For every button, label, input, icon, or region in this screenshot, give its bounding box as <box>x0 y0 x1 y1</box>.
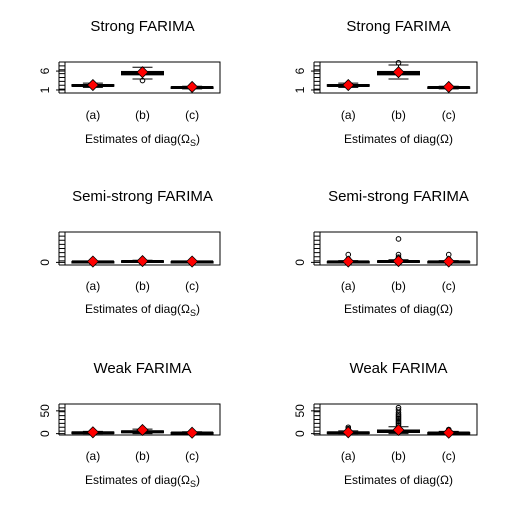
mean-marker <box>342 255 355 268</box>
mean-marker <box>86 426 99 439</box>
mean-marker <box>186 255 199 268</box>
outlier-point <box>395 404 402 411</box>
box-c <box>427 251 471 268</box>
x-category-label: (a) <box>86 449 101 463</box>
panel-title: Weak FARIMA <box>93 360 191 377</box>
x-category-label: (a) <box>341 449 356 463</box>
x-axis-label: Estimates of diag(ΩS) <box>85 302 200 318</box>
box-b <box>377 236 420 268</box>
mean-marker <box>86 78 99 92</box>
y-tick-label: 0 <box>38 259 52 266</box>
x-category-label: (b) <box>391 108 406 122</box>
box-c <box>427 426 471 439</box>
x-category-label: (c) <box>442 449 456 463</box>
x-category-label: (a) <box>341 279 356 293</box>
mean-marker <box>186 426 199 439</box>
panel-1: Strong FARIMA 1 6 (a) (b) (c) Estimates of dia… <box>38 18 221 148</box>
mean-marker <box>342 78 355 92</box>
box-a <box>326 424 370 439</box>
y-tick-label: 1 <box>293 86 307 93</box>
box-b <box>121 423 164 437</box>
mean-marker <box>86 255 99 268</box>
panel-2: Strong FARIMA 1 6 (a) (b) (c) Estimates of dia… <box>293 18 478 146</box>
panel-title: Strong FARIMA <box>346 18 450 35</box>
y-tick-label: 50 <box>38 404 52 418</box>
mean-marker <box>442 426 455 439</box>
x-axis-label: Estimates of diag(Ω) <box>344 302 453 316</box>
x-category-label: (a) <box>341 108 356 122</box>
x-axis-label: Estimates of diag(ΩS) <box>85 132 200 148</box>
outlier-point <box>395 59 402 66</box>
x-category-label: (a) <box>86 279 101 293</box>
box-b <box>121 66 164 84</box>
y-tick-label: 50 <box>293 404 307 418</box>
x-category-label: (c) <box>185 279 199 293</box>
x-category-label: (c) <box>442 108 456 122</box>
panel-title: Weak FARIMA <box>349 360 447 377</box>
outlier-point <box>395 407 402 413</box>
y-tick-label: 0 <box>293 259 307 266</box>
box-b <box>121 255 164 268</box>
box-b <box>377 59 420 80</box>
x-category-label: (c) <box>185 108 199 122</box>
x-axis-label: Estimates of diag(Ω) <box>344 473 453 487</box>
y-tick-label: 0 <box>293 430 307 437</box>
x-axis-label: Estimates of diag(Ω) <box>344 132 453 146</box>
x-category-label: (b) <box>391 449 406 463</box>
box-a <box>71 426 115 439</box>
x-category-label: (b) <box>135 108 150 122</box>
mean-marker <box>342 426 355 439</box>
x-category-label: (b) <box>391 279 406 293</box>
box-a <box>326 251 370 268</box>
x-axis-label: Estimates of diag(ΩS) <box>85 473 200 489</box>
box-a <box>326 78 370 92</box>
panel-title: Semi-strong FARIMA <box>328 188 469 205</box>
mean-marker <box>392 66 405 79</box>
mean-marker <box>392 423 405 437</box>
box-a <box>71 78 115 92</box>
y-tick-label: 6 <box>38 67 52 74</box>
panel-6: Weak FARIMA 0 50 (a) (b) (c) Estimates of diag… <box>293 360 478 487</box>
y-tick-label: 0 <box>38 430 52 437</box>
y-tick-label: 6 <box>293 67 307 74</box>
panel-3: Semi-strong FARIMA 0 (a) (b) (c) Estimates of… <box>38 188 221 318</box>
mean-marker <box>136 255 149 268</box>
outlier-point <box>395 236 402 242</box>
box-c <box>170 255 214 268</box>
x-category-label: (b) <box>135 449 150 463</box>
mean-marker <box>442 80 455 94</box>
panel-title: Strong FARIMA <box>90 18 194 35</box>
box-c <box>427 80 471 94</box>
mean-marker <box>392 255 405 268</box>
x-category-label: (b) <box>135 279 150 293</box>
box-c <box>170 80 214 94</box>
x-category-label: (c) <box>442 279 456 293</box>
mean-marker <box>186 80 199 94</box>
box-a <box>71 255 115 268</box>
mean-marker <box>442 255 455 268</box>
panel-5: Weak FARIMA 0 50 (a) (b) (c) Estimates of diag… <box>38 360 221 489</box>
x-category-label: (a) <box>86 108 101 122</box>
box-b <box>377 404 420 437</box>
panel-4: Semi-strong FARIMA 0 (a) (b) (c) Estimates of… <box>293 188 478 316</box>
mean-marker <box>136 66 149 79</box>
panel-title: Semi-strong FARIMA <box>72 188 213 205</box>
box-c <box>170 426 214 439</box>
x-category-label: (c) <box>185 449 199 463</box>
mean-marker <box>136 423 149 437</box>
y-tick-label: 1 <box>38 86 52 93</box>
